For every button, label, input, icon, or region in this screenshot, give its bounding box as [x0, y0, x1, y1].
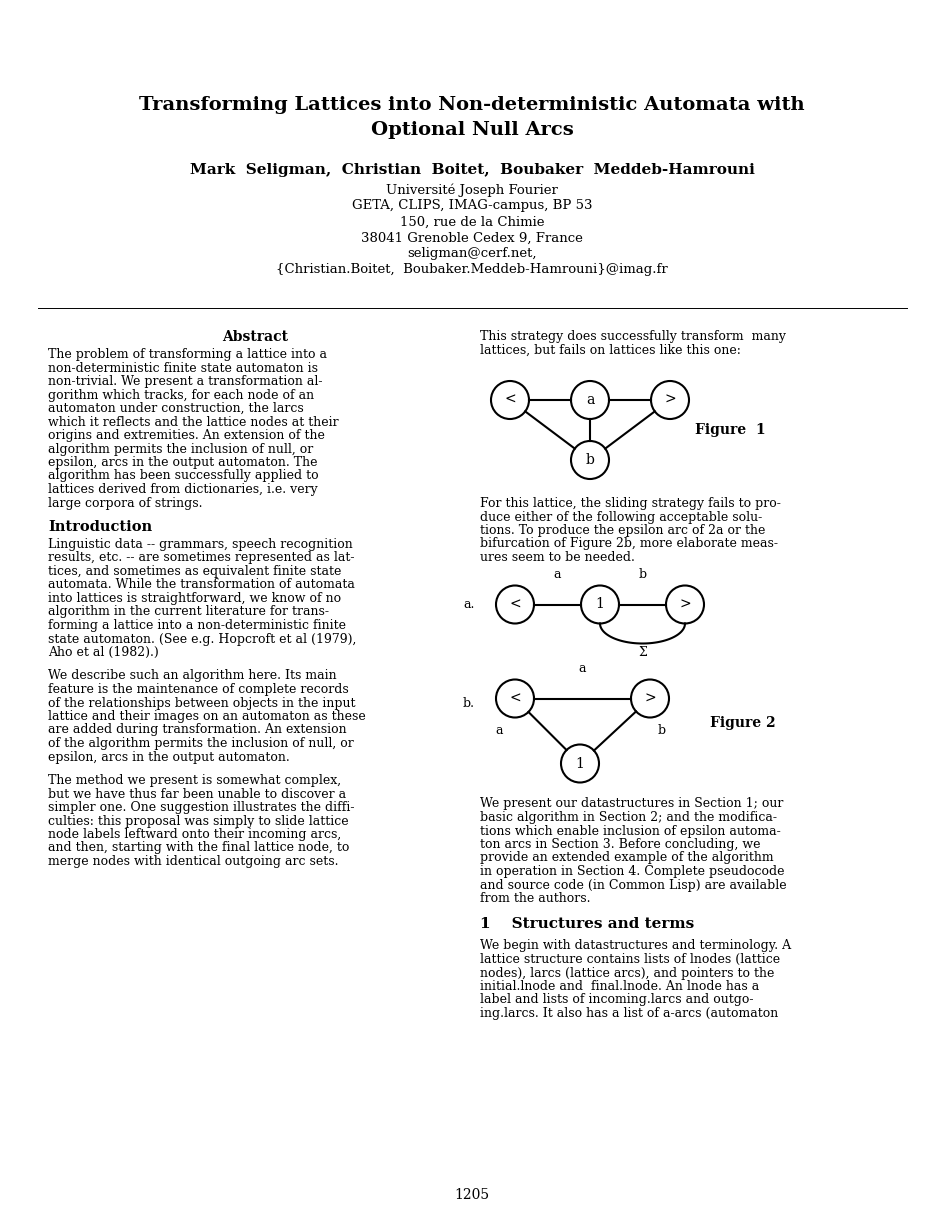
- Text: 1    Structures and terms: 1 Structures and terms: [480, 917, 694, 932]
- Text: results, etc. -- are sometimes represented as lat-: results, etc. -- are sometimes represent…: [48, 552, 354, 565]
- Text: and source code (in Common Lisp) are available: and source code (in Common Lisp) are ava…: [480, 878, 785, 892]
- Text: Transforming Lattices into Non-deterministic Automata with: Transforming Lattices into Non-determini…: [139, 95, 804, 114]
- Text: large corpora of strings.: large corpora of strings.: [48, 497, 202, 510]
- Text: a: a: [578, 663, 585, 675]
- Text: automata. While the transformation of automata: automata. While the transformation of au…: [48, 578, 355, 592]
- Text: lattice structure contains lists of lnodes (lattice: lattice structure contains lists of lnod…: [480, 953, 780, 966]
- Text: b: b: [657, 724, 666, 737]
- Text: 1: 1: [575, 757, 583, 770]
- Text: 38041 Grenoble Cedex 9, France: 38041 Grenoble Cedex 9, France: [361, 231, 582, 245]
- Text: in operation in Section 4. Complete pseudocode: in operation in Section 4. Complete pseu…: [480, 865, 784, 878]
- Text: a: a: [585, 393, 594, 407]
- Text: 1205: 1205: [454, 1188, 489, 1202]
- Text: algorithm permits the inclusion of null, or: algorithm permits the inclusion of null,…: [48, 443, 312, 455]
- Text: nodes), larcs (lattice arcs), and pointers to the: nodes), larcs (lattice arcs), and pointe…: [480, 966, 773, 980]
- Text: automaton under construction, the larcs: automaton under construction, the larcs: [48, 402, 303, 415]
- Text: We describe such an algorithm here. Its main: We describe such an algorithm here. Its …: [48, 669, 336, 682]
- Text: and then, starting with the final lattice node, to: and then, starting with the final lattic…: [48, 841, 349, 855]
- Text: merge nodes with identical outgoing arc sets.: merge nodes with identical outgoing arc …: [48, 855, 338, 868]
- Text: Σ: Σ: [637, 647, 647, 659]
- Text: b: b: [585, 453, 594, 467]
- Text: 1: 1: [595, 598, 604, 612]
- Text: The problem of transforming a lattice into a: The problem of transforming a lattice in…: [48, 349, 327, 361]
- Text: >: >: [644, 691, 655, 706]
- Text: ing.larcs. It also has a list of a-arcs (automaton: ing.larcs. It also has a list of a-arcs …: [480, 1007, 778, 1020]
- Text: Figure 2: Figure 2: [709, 717, 775, 730]
- Text: Aho et al (1982).): Aho et al (1982).): [48, 646, 159, 659]
- Text: a: a: [495, 724, 502, 737]
- Text: Figure  1: Figure 1: [694, 423, 765, 437]
- Text: {Christian.Boitet,  Boubaker.Meddeb-Hamrouni}@imag.fr: {Christian.Boitet, Boubaker.Meddeb-Hamro…: [276, 263, 667, 276]
- Text: For this lattice, the sliding strategy fails to pro-: For this lattice, the sliding strategy f…: [480, 497, 780, 510]
- Text: algorithm has been successfully applied to: algorithm has been successfully applied …: [48, 470, 318, 483]
- Text: are added during transformation. An extension: are added during transformation. An exte…: [48, 724, 346, 736]
- Text: 150, rue de la Chimie: 150, rue de la Chimie: [399, 215, 544, 229]
- Text: basic algorithm in Section 2; and the modifica-: basic algorithm in Section 2; and the mo…: [480, 811, 776, 824]
- Text: bifurcation of Figure 2b, more elaborate meas-: bifurcation of Figure 2b, more elaborate…: [480, 537, 777, 550]
- Text: Introduction: Introduction: [48, 520, 152, 534]
- Text: non-trivial. We present a transformation al-: non-trivial. We present a transformation…: [48, 375, 322, 388]
- Text: culties: this proposal was simply to slide lattice: culties: this proposal was simply to sli…: [48, 815, 348, 828]
- Text: simpler one. One suggestion illustrates the diffi-: simpler one. One suggestion illustrates …: [48, 801, 354, 815]
- Text: >: >: [679, 598, 690, 612]
- Text: a: a: [553, 567, 561, 581]
- Text: Abstract: Abstract: [222, 330, 288, 344]
- Text: Linguistic data -- grammars, speech recognition: Linguistic data -- grammars, speech reco…: [48, 538, 352, 552]
- Text: Université Joseph Fourier: Université Joseph Fourier: [386, 183, 557, 197]
- Text: lattices, but fails on lattices like this one:: lattices, but fails on lattices like thi…: [480, 344, 740, 356]
- Text: lattices derived from dictionaries, i.e. very: lattices derived from dictionaries, i.e.…: [48, 483, 317, 497]
- Text: of the relationships between objects in the input: of the relationships between objects in …: [48, 697, 355, 709]
- Text: <: <: [509, 691, 520, 706]
- Text: tices, and sometimes as equivalent finite state: tices, and sometimes as equivalent finit…: [48, 565, 341, 578]
- Text: <: <: [509, 598, 520, 612]
- Text: tions. To produce the epsilon arc of 2a or the: tions. To produce the epsilon arc of 2a …: [480, 523, 765, 537]
- Text: feature is the maintenance of complete records: feature is the maintenance of complete r…: [48, 682, 348, 696]
- Text: a.: a.: [464, 598, 475, 612]
- Text: into lattices is straightforward, we know of no: into lattices is straightforward, we kno…: [48, 592, 341, 605]
- Text: ton arcs in Section 3. Before concluding, we: ton arcs in Section 3. Before concluding…: [480, 838, 760, 851]
- Text: provide an extended example of the algorithm: provide an extended example of the algor…: [480, 851, 773, 865]
- Text: node labels leftward onto their incoming arcs,: node labels leftward onto their incoming…: [48, 828, 341, 841]
- Text: origins and extremities. An extension of the: origins and extremities. An extension of…: [48, 429, 325, 442]
- Text: <: <: [504, 393, 515, 407]
- Text: label and lists of incoming.larcs and outgo-: label and lists of incoming.larcs and ou…: [480, 993, 752, 1007]
- Text: We present our datastructures in Section 1; our: We present our datastructures in Section…: [480, 797, 783, 811]
- Text: seligman@cerf.net,: seligman@cerf.net,: [407, 247, 536, 260]
- Text: Optional Null Arcs: Optional Null Arcs: [370, 121, 573, 139]
- Text: >: >: [664, 393, 675, 407]
- Text: GETA, CLIPS, IMAG-campus, BP 53: GETA, CLIPS, IMAG-campus, BP 53: [351, 199, 592, 213]
- Text: which it reflects and the lattice nodes at their: which it reflects and the lattice nodes …: [48, 416, 338, 428]
- Text: forming a lattice into a non-deterministic finite: forming a lattice into a non-determinist…: [48, 619, 346, 632]
- Text: We begin with datastructures and terminology. A: We begin with datastructures and termino…: [480, 939, 790, 953]
- Text: epsilon, arcs in the output automaton. The: epsilon, arcs in the output automaton. T…: [48, 456, 317, 468]
- Text: but we have thus far been unable to discover a: but we have thus far been unable to disc…: [48, 788, 346, 801]
- Text: epsilon, arcs in the output automaton.: epsilon, arcs in the output automaton.: [48, 751, 290, 763]
- Text: non-deterministic finite state automaton is: non-deterministic finite state automaton…: [48, 362, 318, 374]
- Text: b.: b.: [463, 697, 475, 711]
- Text: b: b: [638, 567, 646, 581]
- Text: gorithm which tracks, for each node of an: gorithm which tracks, for each node of a…: [48, 389, 313, 401]
- Text: tions which enable inclusion of epsilon automa-: tions which enable inclusion of epsilon …: [480, 824, 780, 838]
- Text: ures seem to be needed.: ures seem to be needed.: [480, 552, 634, 564]
- Text: The method we present is somewhat complex,: The method we present is somewhat comple…: [48, 774, 341, 786]
- Text: initial.lnode and  final.lnode. An lnode has a: initial.lnode and final.lnode. An lnode …: [480, 980, 758, 993]
- Text: duce either of the following acceptable solu-: duce either of the following acceptable …: [480, 510, 762, 523]
- Text: state automaton. (See e.g. Hopcroft et al (1979),: state automaton. (See e.g. Hopcroft et a…: [48, 632, 356, 646]
- Text: from the authors.: from the authors.: [480, 892, 590, 905]
- Text: Mark  Seligman,  Christian  Boitet,  Boubaker  Meddeb-Hamrouni: Mark Seligman, Christian Boitet, Boubake…: [190, 163, 753, 177]
- Text: algorithm in the current literature for trans-: algorithm in the current literature for …: [48, 605, 329, 619]
- Text: This strategy does successfully transform  many: This strategy does successfully transfor…: [480, 330, 785, 342]
- Text: lattice and their images on an automaton as these: lattice and their images on an automaton…: [48, 711, 365, 723]
- Text: of the algorithm permits the inclusion of null, or: of the algorithm permits the inclusion o…: [48, 737, 353, 750]
